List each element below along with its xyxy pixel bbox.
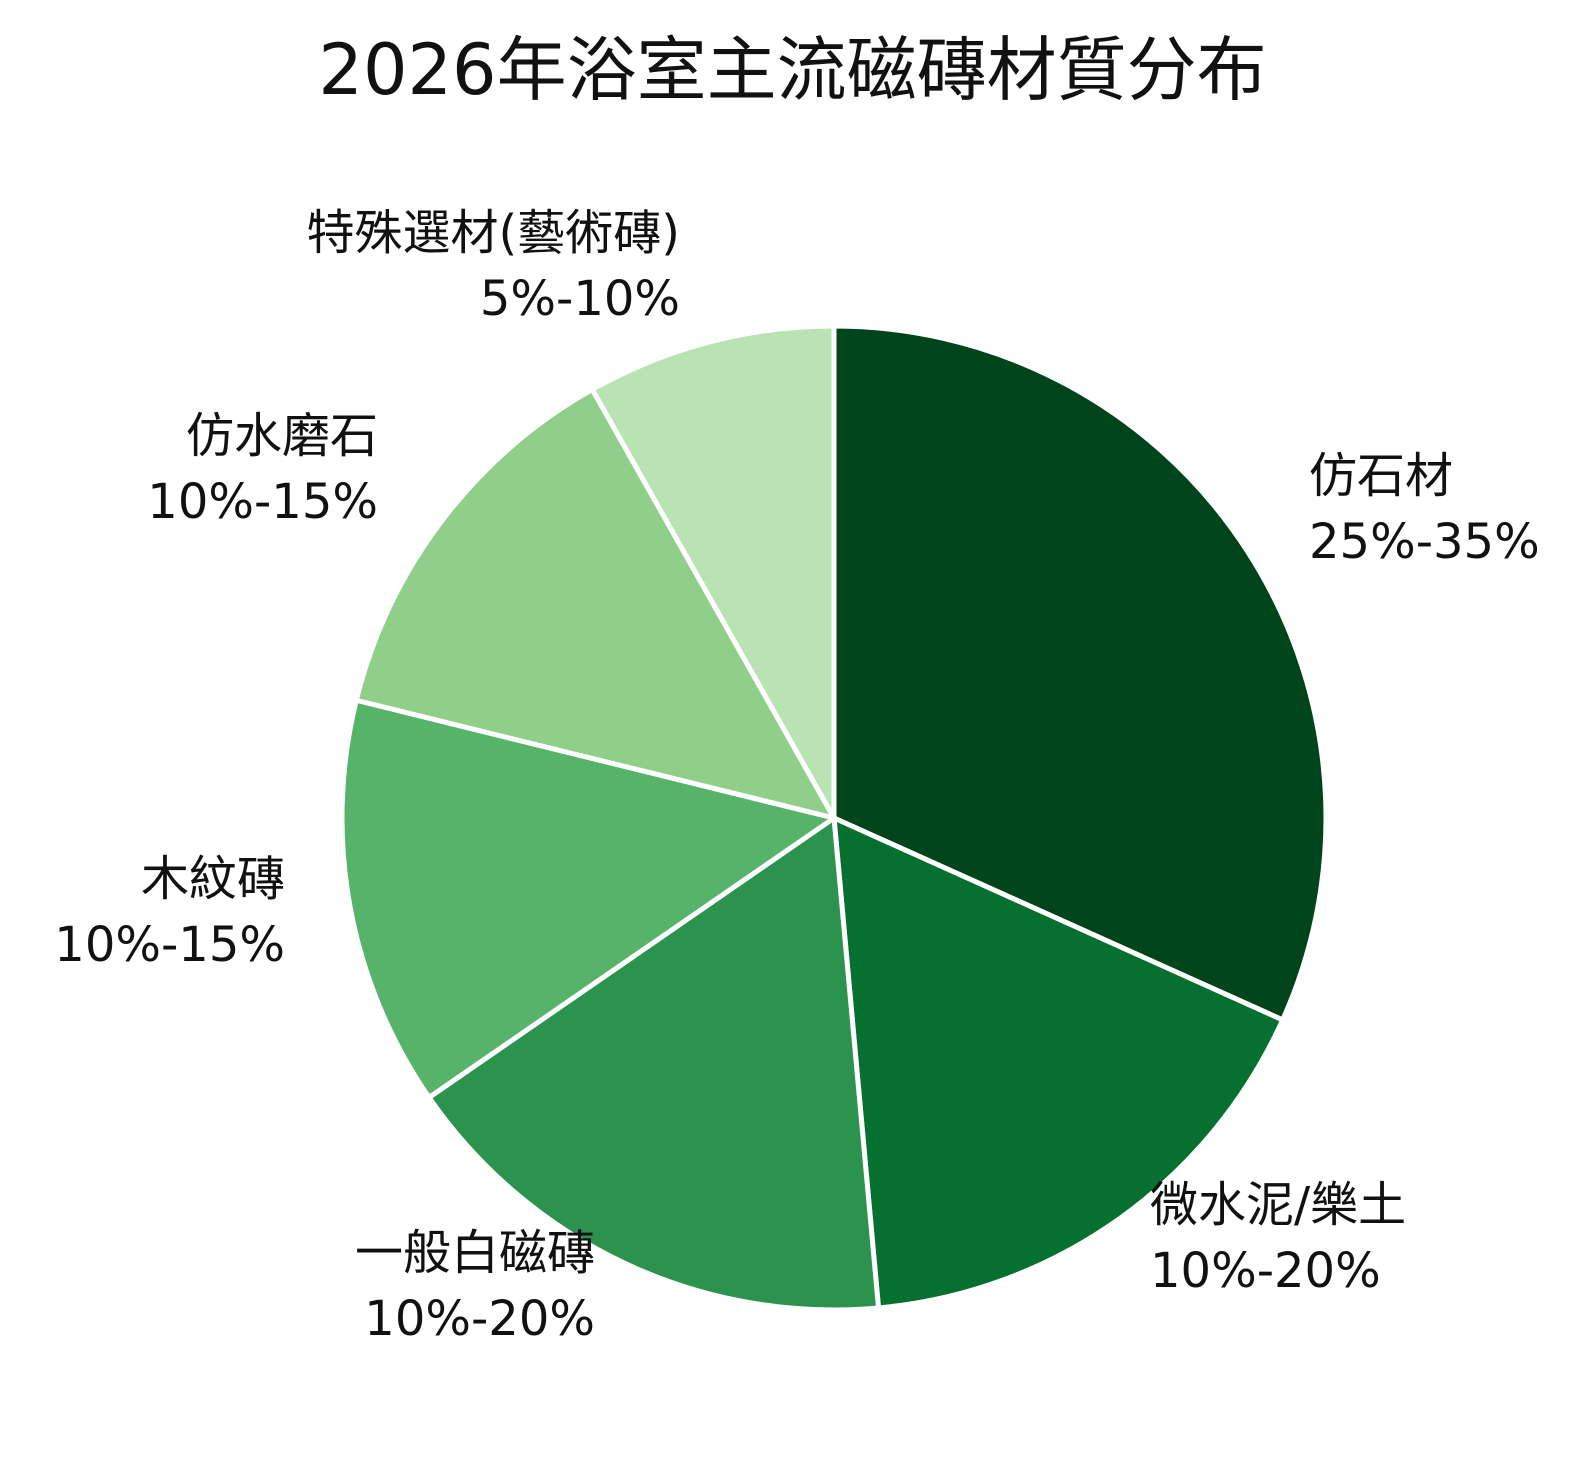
slice-range: 10%-20% — [364, 1291, 595, 1347]
slice-label-white-tile: 一般白磁磚 10%-20% — [355, 1220, 595, 1352]
slice-range: 10%-15% — [147, 474, 378, 530]
pie-slice-wood-grain — [339, 697, 837, 1100]
pie-slice-microcement — [831, 815, 1286, 1311]
slice-label-terrazzo: 仿水磨石 10%-15% — [147, 403, 378, 535]
pie-slice-white-tile — [426, 815, 882, 1313]
slice-label-wood-grain: 木紋磚 10%-15% — [54, 846, 285, 978]
slice-range: 10%-15% — [54, 917, 285, 973]
slice-range: 5%-10% — [479, 271, 680, 327]
slice-name: 微水泥/樂土 — [1150, 1177, 1407, 1233]
slice-name: 仿水磨石 — [185, 408, 378, 464]
slice-range: 10%-20% — [1150, 1243, 1381, 1299]
slice-name: 一般白磁磚 — [354, 1225, 595, 1281]
pie-slice-stone — [831, 323, 1329, 1023]
pie-slice-terrazzo — [353, 386, 837, 821]
slice-label-special: 特殊選材(藝術磚) 5%-10% — [307, 200, 680, 332]
pie-slice-special — [589, 323, 837, 821]
slice-range: 25%-35% — [1309, 514, 1540, 570]
pie-slices — [339, 323, 1329, 1313]
slice-name: 特殊選材(藝術磚) — [306, 205, 680, 261]
chart-title: 2026年浴室主流磁磚材質分布 — [318, 29, 1267, 111]
slice-name: 仿石材 — [1309, 448, 1454, 504]
slice-label-microcement: 微水泥/樂土 10%-20% — [1150, 1172, 1406, 1304]
slice-label-stone: 仿石材 25%-35% — [1309, 443, 1540, 575]
slice-name: 木紋磚 — [140, 851, 285, 907]
